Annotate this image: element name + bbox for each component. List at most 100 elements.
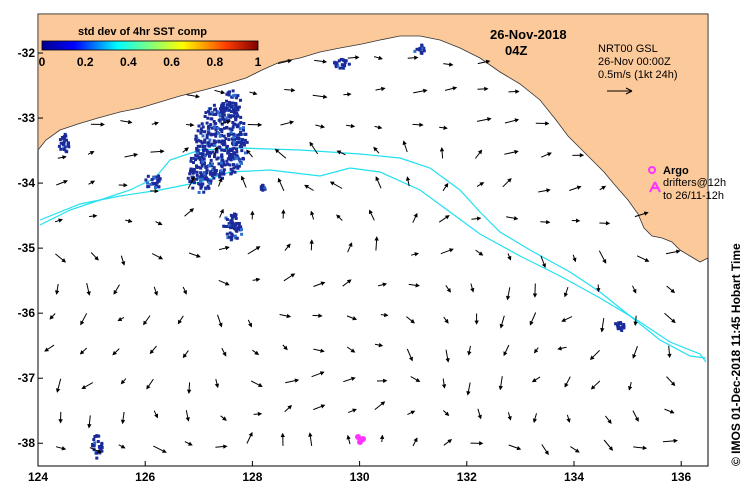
sst-patch-cell xyxy=(224,108,228,111)
current-arrow xyxy=(153,410,159,419)
sst-patch-cell xyxy=(206,129,210,133)
sst-patch-cell xyxy=(232,107,236,111)
sst-std-dev-patches xyxy=(57,43,626,460)
sst-patch-cell xyxy=(210,174,214,177)
sst-patch-cell xyxy=(231,94,235,98)
current-arrow xyxy=(508,89,520,94)
current-arrow xyxy=(477,408,482,420)
sst-patch-cell xyxy=(208,112,212,116)
sst-patch-cell xyxy=(67,141,70,145)
x-tick-label: 132 xyxy=(457,470,477,484)
sst-patch-cell xyxy=(225,232,229,236)
sst-patch-cell xyxy=(207,110,211,113)
sst-patch-cell xyxy=(235,137,239,140)
sst-patch-cell xyxy=(234,118,238,122)
current-arrow xyxy=(662,438,679,444)
sst-patch-cell xyxy=(208,154,211,158)
current-arrow xyxy=(44,344,55,352)
sst-patch-cell xyxy=(214,170,218,174)
sst-patch-cell xyxy=(212,125,216,129)
sst-patch-cell xyxy=(205,121,209,125)
sst-patch-cell xyxy=(230,101,234,105)
sst-patch-cell xyxy=(221,160,225,164)
y-tick-label: -37 xyxy=(18,371,36,385)
sst-patch-cell xyxy=(222,113,226,117)
sst-patch-cell xyxy=(92,438,96,441)
current-arrow xyxy=(117,316,125,322)
sst-patch-cell xyxy=(222,142,226,146)
sst-patch-cell xyxy=(157,177,161,181)
current-arrow xyxy=(373,146,380,154)
colorbar-tick-label: 0.6 xyxy=(163,55,180,69)
sst-patch-cell xyxy=(228,163,232,167)
current-arrow xyxy=(508,444,522,451)
current-arrow xyxy=(564,376,571,388)
sst-patch-cell xyxy=(219,107,222,111)
current-arrow xyxy=(49,313,56,320)
sst-patch-cell xyxy=(195,177,198,181)
sst-patch-cell xyxy=(63,145,67,149)
sst-patch-cell xyxy=(240,228,243,232)
current-arrow xyxy=(600,318,605,333)
current-arrow xyxy=(470,441,484,446)
sst-patch-cell xyxy=(208,138,212,142)
sst-patch-cell xyxy=(199,186,203,190)
sst-patch-cell xyxy=(234,165,238,169)
current-arrow xyxy=(88,180,96,185)
current-arrow xyxy=(532,283,538,298)
sst-patch-cell xyxy=(217,131,221,135)
sst-patch-cell xyxy=(153,182,156,186)
sst-patch-cell xyxy=(231,215,235,219)
sst-patch-cell xyxy=(144,178,148,182)
current-arrow xyxy=(477,86,489,92)
current-arrow xyxy=(603,439,613,451)
current-arrow xyxy=(54,283,60,295)
y-tick-label: -38 xyxy=(18,436,36,450)
sst-patch-cell xyxy=(224,225,228,228)
current-arrow xyxy=(312,94,328,99)
sst-patch-cell xyxy=(212,120,216,123)
current-arrow xyxy=(246,431,253,444)
sst-patch-cell xyxy=(220,154,223,158)
sst-patch-cell xyxy=(61,136,65,140)
drifters-label: drifters@12h xyxy=(663,177,726,189)
sst-patch-cell xyxy=(218,171,222,175)
current-arrow xyxy=(533,347,539,354)
sst-patch-cell xyxy=(200,154,204,158)
sst-patch-cell xyxy=(198,178,202,182)
sst-patch-cell xyxy=(221,158,225,162)
sst-patch-cell xyxy=(65,138,68,142)
current-arrow xyxy=(281,209,286,219)
sst-patch-cell xyxy=(211,132,215,136)
sst-patch-cell xyxy=(227,138,231,142)
sst-patch-cell xyxy=(422,49,426,53)
sst-patch-cell xyxy=(211,150,215,154)
sst-patch-cell xyxy=(229,130,233,134)
sst-patch-cell xyxy=(225,218,229,221)
sst-patch-cell xyxy=(155,181,159,185)
colorbar-tick-label: 0.2 xyxy=(77,55,94,69)
sst-patch-cell xyxy=(196,165,200,169)
sst-patch-cell xyxy=(199,171,203,175)
sst-patch-cell xyxy=(216,111,220,115)
sst-patch-cell xyxy=(225,116,229,120)
colorbar-tick-label: 0 xyxy=(39,55,46,69)
sst-patch-cell xyxy=(201,160,205,164)
x-tick-label: 124 xyxy=(28,470,48,484)
current-arrow xyxy=(504,149,519,155)
sst-patch-cell xyxy=(334,63,338,67)
current-arrow xyxy=(636,255,650,262)
sst-patch-cell xyxy=(217,140,221,144)
sst-patch-cell xyxy=(98,445,102,449)
current-arrow xyxy=(118,182,128,188)
current-arrow xyxy=(664,408,675,414)
current-arrow xyxy=(470,283,475,293)
sst-patch-cell xyxy=(214,128,218,132)
sst-patch-cell xyxy=(229,213,233,217)
current-arrow xyxy=(412,212,418,223)
current-arrow xyxy=(56,180,68,186)
x-tick-label: 130 xyxy=(350,470,370,484)
current-arrow xyxy=(439,146,445,159)
current-arrow xyxy=(598,250,607,264)
sst-patch-cell xyxy=(198,183,202,187)
